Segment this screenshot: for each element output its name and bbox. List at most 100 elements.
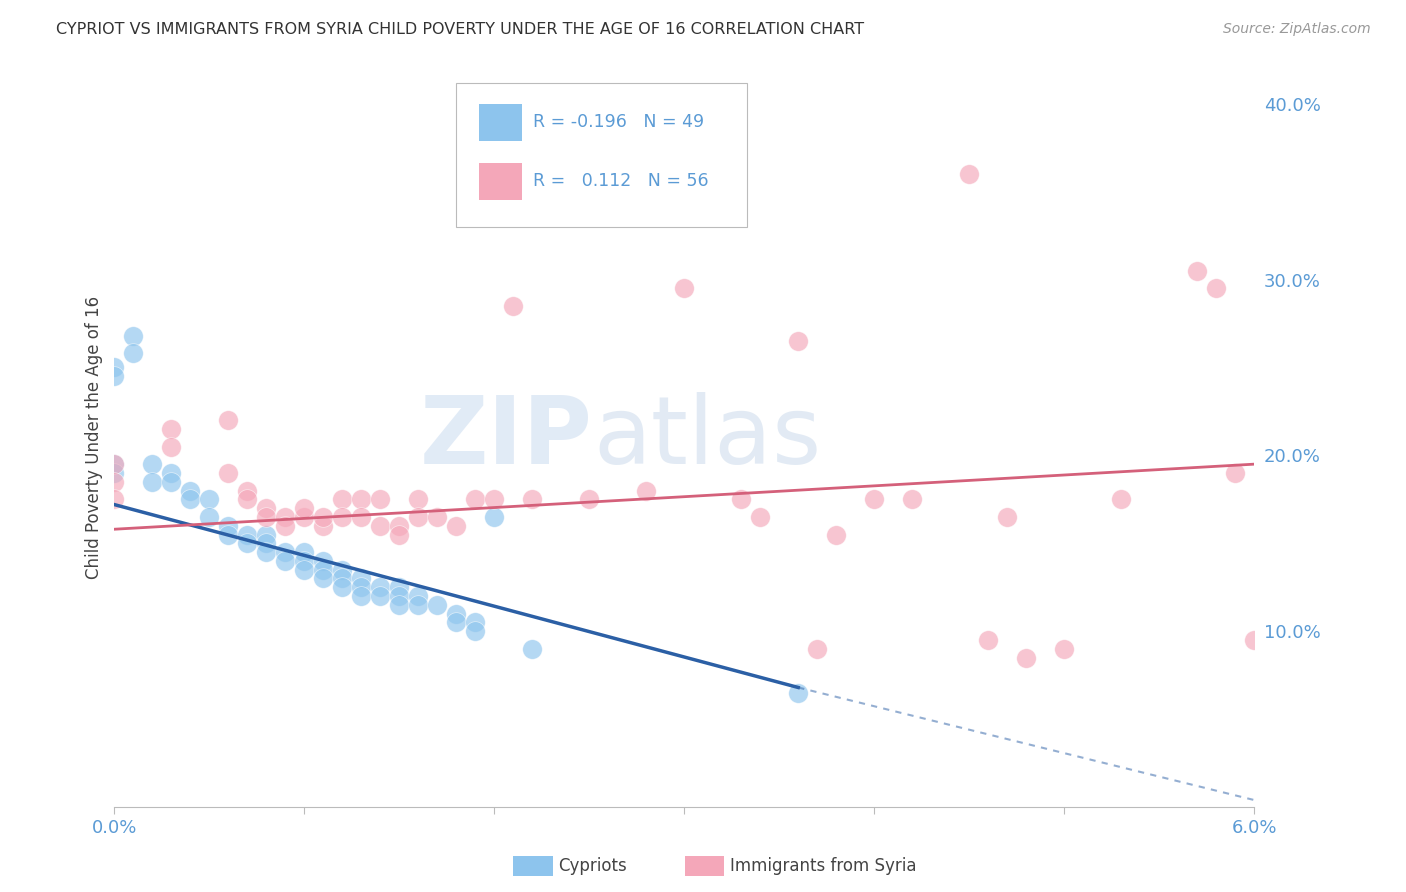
Point [408,589,430,603]
Point [103,466,125,480]
Point [160,422,183,436]
Point [388,580,411,594]
Point [1205,281,1227,295]
Point [522,641,544,656]
Point [160,440,183,454]
Text: Source: ZipAtlas.com: Source: ZipAtlas.com [1223,22,1371,37]
Point [1053,641,1076,656]
Point [370,580,392,594]
Point [103,457,125,471]
Point [160,475,183,489]
Point [1243,632,1265,647]
Point [254,536,277,550]
Point [254,527,277,541]
Point [179,483,201,498]
Text: atlas: atlas [593,392,821,483]
Bar [479,163,523,200]
Text: Immigrants from Syria: Immigrants from Syria [730,857,917,875]
Point [217,413,239,427]
Point [370,492,392,507]
Point [330,510,353,524]
Point [312,510,335,524]
Point [312,518,335,533]
Point [330,563,353,577]
Point [446,518,468,533]
Point [236,527,259,541]
Point [141,475,163,489]
Text: Cypriots: Cypriots [558,857,627,875]
Point [350,492,373,507]
Text: R =   0.112   N = 56: R = 0.112 N = 56 [533,172,709,190]
Point [749,510,772,524]
Point [673,281,696,295]
Point [464,492,486,507]
Point [254,510,277,524]
Point [426,510,449,524]
Point [464,624,486,639]
Point [370,589,392,603]
Point [330,571,353,585]
Point [274,510,297,524]
Point [217,466,239,480]
Point [312,563,335,577]
Point [350,589,373,603]
Text: R = -0.196   N = 49: R = -0.196 N = 49 [533,112,704,131]
Point [274,554,297,568]
Point [103,457,125,471]
Point [274,518,297,533]
Text: CYPRIOT VS IMMIGRANTS FROM SYRIA CHILD POVERTY UNDER THE AGE OF 16 CORRELATION C: CYPRIOT VS IMMIGRANTS FROM SYRIA CHILD P… [56,22,865,37]
Point [901,492,924,507]
Point [1223,466,1246,480]
Point [198,492,221,507]
Point [141,457,163,471]
Bar [479,104,523,141]
Point [484,510,506,524]
Point [578,492,600,507]
Point [806,641,828,656]
Point [408,510,430,524]
Y-axis label: Child Poverty Under the Age of 16: Child Poverty Under the Age of 16 [86,296,103,579]
Point [863,492,886,507]
Point [312,554,335,568]
Point [236,536,259,550]
Point [217,527,239,541]
Point [995,510,1018,524]
Point [464,615,486,630]
Point [388,527,411,541]
Point [292,545,315,559]
Point [1185,264,1208,278]
Point [825,527,848,541]
Point [103,369,125,384]
Point [408,598,430,612]
Point [1109,492,1132,507]
Point [446,607,468,621]
Point [330,580,353,594]
Point [292,554,315,568]
Point [103,475,125,489]
Point [254,501,277,516]
Point [388,598,411,612]
Point [350,571,373,585]
Point [636,483,658,498]
Point [122,346,145,360]
Point [787,686,810,700]
Point [350,510,373,524]
Point [388,518,411,533]
Point [730,492,752,507]
Point [370,518,392,533]
Text: ZIP: ZIP [420,392,593,483]
Point [502,299,524,313]
Point [408,492,430,507]
Point [254,545,277,559]
Point [292,510,315,524]
Point [122,328,145,343]
Point [977,632,1000,647]
Point [274,545,297,559]
Point [484,492,506,507]
Point [330,492,353,507]
Point [103,360,125,375]
Point [179,492,201,507]
Point [350,580,373,594]
Point [103,492,125,507]
Point [292,501,315,516]
